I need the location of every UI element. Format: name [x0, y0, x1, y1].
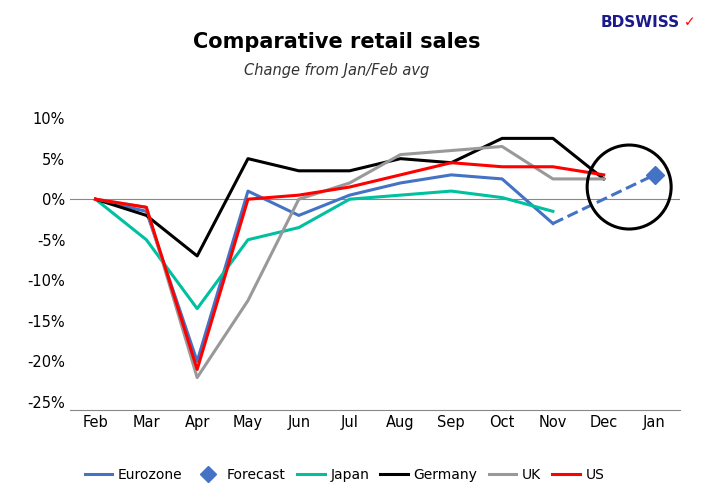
Text: BDSWISS: BDSWISS [601, 15, 680, 30]
Text: Comparative retail sales: Comparative retail sales [193, 32, 480, 52]
Text: Change from Jan/Feb avg: Change from Jan/Feb avg [244, 62, 429, 78]
Legend: Eurozone, Forecast, Japan, Germany, UK, US: Eurozone, Forecast, Japan, Germany, UK, … [79, 462, 610, 487]
Text: ✓: ✓ [683, 15, 695, 29]
